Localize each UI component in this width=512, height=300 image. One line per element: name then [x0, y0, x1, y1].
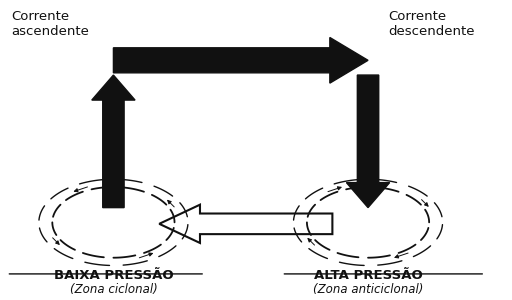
- FancyArrow shape: [92, 75, 135, 208]
- Text: (Zona ciclonal): (Zona ciclonal): [70, 283, 157, 296]
- FancyArrow shape: [114, 38, 368, 83]
- Text: ALTA PRESSÃO: ALTA PRESSÃO: [314, 269, 422, 283]
- FancyArrow shape: [159, 205, 332, 243]
- FancyArrow shape: [347, 75, 390, 208]
- Text: Corrente
descendente: Corrente descendente: [389, 10, 475, 38]
- Text: BAIXA PRESSÃO: BAIXA PRESSÃO: [54, 269, 173, 283]
- Text: Corrente
ascendente: Corrente ascendente: [12, 10, 90, 38]
- Text: (Zona anticiclonal): (Zona anticiclonal): [313, 283, 423, 296]
